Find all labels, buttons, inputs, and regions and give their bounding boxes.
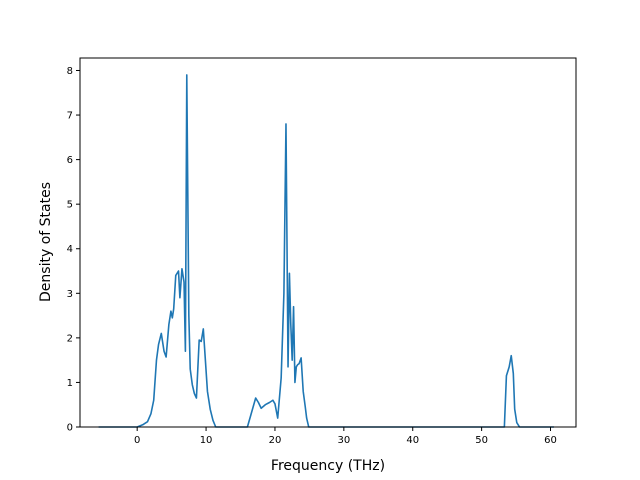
x-tick-label: 30 [337, 435, 350, 446]
y-tick-label: 2 [67, 333, 73, 344]
y-tick-label: 6 [67, 155, 73, 166]
axis-layer: 0 10 20 30 40 50 60 0 1 2 3 4 5 6 7 8 [67, 66, 557, 446]
y-tick-label: 7 [67, 111, 73, 122]
plot-frame [79, 57, 577, 428]
x-tick-label: 40 [406, 435, 419, 446]
x-axis-title: Frequency (THz) [271, 458, 385, 474]
y-tick-label: 4 [67, 244, 73, 255]
y-tick-label: 3 [67, 289, 73, 300]
x-tick-label: 60 [544, 435, 557, 446]
x-tick-label: 0 [134, 435, 140, 446]
x-tick-label: 50 [475, 435, 488, 446]
y-tick-label: 0 [67, 423, 73, 434]
y-tick-label: 5 [67, 200, 73, 211]
y-tick-label: 1 [67, 378, 73, 389]
x-tick-label: 20 [269, 435, 282, 446]
y-tick-label: 8 [67, 66, 73, 77]
y-axis-title: Density of States [38, 182, 54, 302]
x-tick-label: 10 [200, 435, 213, 446]
